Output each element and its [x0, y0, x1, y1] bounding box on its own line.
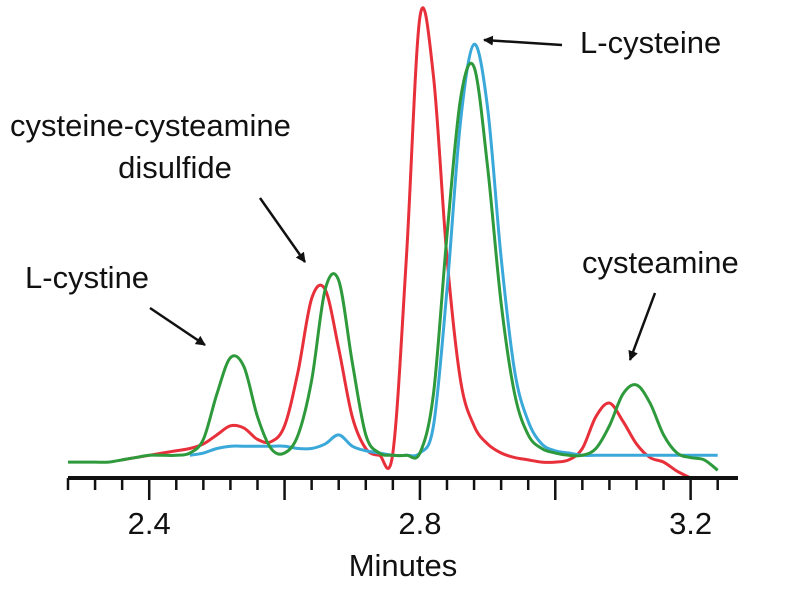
annotation-arrow	[628, 292, 657, 361]
x-axis-label: Minutes	[349, 548, 458, 583]
x-tick-label: 2.4	[128, 506, 171, 541]
annotation-arrow	[483, 35, 563, 47]
annotation: cysteamine	[582, 245, 739, 280]
x-tick-label: 3.2	[669, 506, 712, 541]
annotation: disulfide	[118, 150, 232, 185]
annotation: cysteine-cysteamine	[10, 108, 291, 143]
annotation: L-cystine	[25, 260, 149, 295]
data-line	[189, 42, 718, 458]
data-line	[68, 61, 719, 472]
annotation: L-cysteine	[580, 25, 721, 60]
x-tick-label: 2.8	[398, 506, 441, 541]
annotation-arrow	[149, 306, 206, 347]
annotation-arrow	[258, 197, 307, 263]
data-line	[121, 6, 692, 480]
